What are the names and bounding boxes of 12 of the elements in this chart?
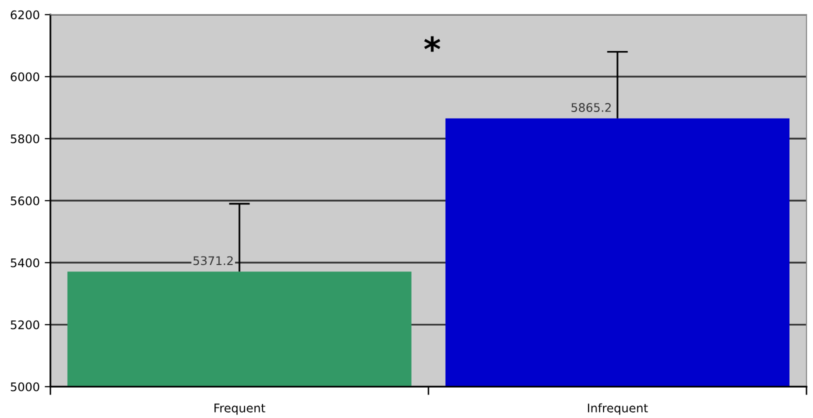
y-tick-label: 6000 [10, 72, 40, 82]
x-tick-label: Infrequent [588, 403, 648, 415]
annotation: * [424, 36, 440, 52]
data-label: 5865.2 [572, 103, 611, 112]
y-tick-label: 5400 [10, 258, 40, 268]
x-tick-label: Frequent [214, 404, 266, 415]
y-tick-label: 5800 [10, 134, 40, 144]
y-tick-label: 6200 [10, 10, 40, 20]
data-label: 5371.2 [193, 256, 233, 266]
y-tick-label: 5200 [10, 320, 40, 330]
y-tick-label: 5000 [10, 382, 40, 392]
y-tick-label: 5600 [10, 196, 40, 206]
